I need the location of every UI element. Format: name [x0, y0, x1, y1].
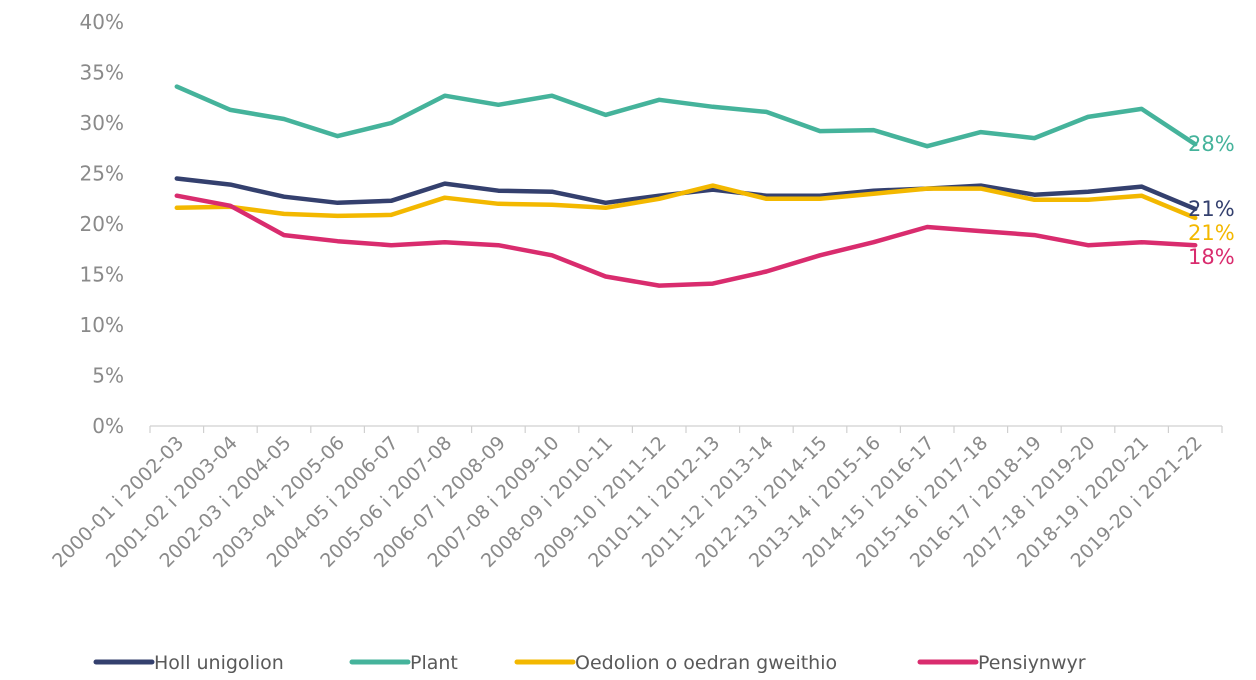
y-tick-label: 40%	[80, 10, 124, 34]
series-line-3	[174, 193, 1198, 288]
end-labels: 28%21%21%18%	[1188, 132, 1235, 269]
y-tick-label: 25%	[80, 162, 124, 186]
y-tick-label: 0%	[92, 414, 124, 438]
legend-label: Plant	[410, 652, 458, 674]
y-tick-label: 30%	[80, 111, 124, 135]
y-tick-label: 15%	[80, 263, 124, 287]
end-value-label: 21%	[1188, 197, 1235, 221]
legend-label: Pensiynwyr	[978, 652, 1086, 674]
legend-label: Oedolion o oedran gweithio	[575, 652, 837, 674]
series-line-2	[174, 183, 1198, 221]
series-lines	[174, 84, 1198, 288]
y-tick-label: 5%	[92, 364, 124, 388]
end-value-label: 18%	[1188, 245, 1235, 269]
y-tick-label: 20%	[80, 212, 124, 236]
series-line-1	[174, 84, 1198, 149]
end-value-label: 21%	[1188, 221, 1235, 245]
y-axis: 0% 5% 10% 15% 20% 25% 30% 35% 40%	[80, 10, 124, 438]
end-value-label: 28%	[1188, 132, 1235, 156]
y-tick-label: 10%	[80, 313, 124, 337]
y-tick-label: 35%	[80, 61, 124, 85]
legend-label: Holl unigolion	[154, 652, 284, 674]
legend: Holl unigolion Plant Oedolion o oedran gwe…	[93, 652, 1086, 674]
